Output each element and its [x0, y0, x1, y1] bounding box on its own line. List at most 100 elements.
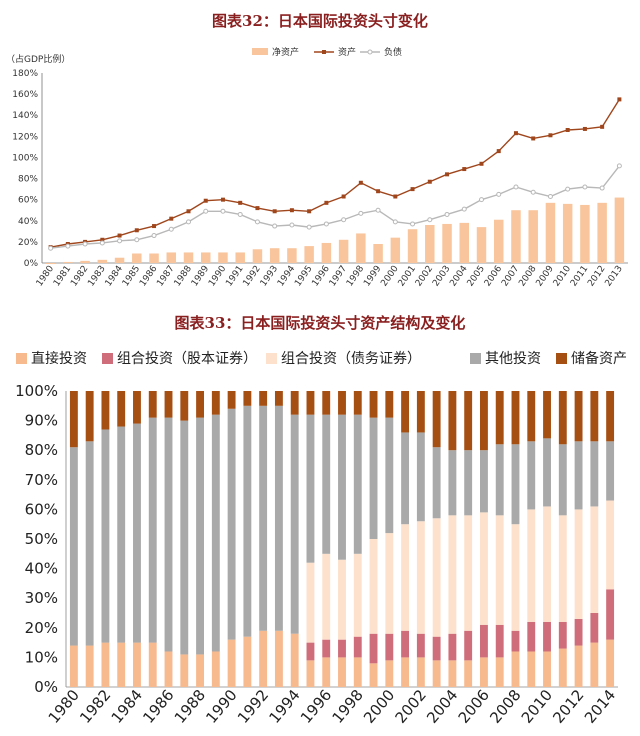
net-assets-bar [218, 252, 228, 263]
direct-investment-segment [148, 642, 157, 687]
net-assets-bar [200, 252, 211, 263]
portfolio-equity-segment [353, 636, 362, 658]
assets-point [531, 136, 536, 141]
direct-investment-segment [432, 660, 441, 687]
y-tick-label: 20% [25, 619, 58, 637]
portfolio-debt-segment [353, 553, 362, 637]
other-investment-segment [369, 417, 378, 539]
legend-liabilities-marker [367, 49, 373, 55]
reserve-assets-segment [495, 391, 504, 445]
net-assets-bar [442, 223, 452, 263]
portfolio-equity-segment [401, 630, 410, 658]
y-tick-label: 90% [25, 412, 58, 430]
liabilities-point [375, 207, 381, 213]
liabilities-point [444, 211, 450, 217]
reserve-assets-segment [448, 391, 457, 451]
liabilities-point [99, 240, 105, 246]
portfolio-debt-segment [369, 539, 378, 634]
other-investment-segment [133, 423, 141, 643]
net-assets-bar [597, 202, 607, 263]
portfolio-equity-segment [448, 633, 457, 661]
net-assets-bar [528, 210, 538, 263]
liabilities-point [306, 224, 312, 230]
other-investment-segment [543, 438, 551, 507]
portfolio-equity-segment [574, 618, 583, 646]
reserve-assets-segment [511, 391, 520, 445]
assets-point [203, 198, 208, 203]
portfolio-equity-segment [432, 636, 441, 661]
reserve-assets-segment [306, 391, 315, 415]
net-assets-bar [114, 257, 125, 263]
x-tick-label: 2003 [431, 264, 452, 288]
reserve-assets-segment [101, 391, 110, 430]
reserve-assets-segment [148, 391, 157, 418]
net-assets-bar [493, 219, 504, 263]
x-tick-label: 2002 [392, 686, 430, 727]
assets-point [427, 179, 432, 184]
net-assets-bar [97, 259, 108, 263]
x-tick-label: 2006 [455, 686, 493, 727]
x-tick-label: 1990 [202, 686, 240, 727]
net-assets-bar [459, 222, 470, 263]
portfolio-equity-segment [416, 633, 425, 658]
reserve-assets-segment [385, 391, 394, 418]
assets-point [289, 208, 294, 213]
reserve-assets-segment [543, 391, 551, 439]
portfolio-debt-segment [385, 533, 394, 634]
direct-investment-segment [543, 651, 551, 687]
direct-investment-segment [180, 654, 189, 687]
reserve-assets-segment [480, 391, 488, 451]
portfolio-equity-segment [495, 624, 504, 658]
x-tick-label: 2013 [604, 264, 625, 288]
net-assets-bar [80, 260, 90, 263]
y-tick-label: 180% [12, 69, 38, 79]
assets-point [410, 187, 415, 192]
other-investment-segment [164, 417, 173, 652]
x-tick-label: 2004 [448, 264, 469, 289]
liabilities-point [186, 219, 191, 225]
y-tick-label: 50% [25, 530, 58, 548]
other-investment-segment [274, 405, 283, 631]
direct-investment-segment [322, 657, 331, 687]
reserve-assets-segment [574, 391, 583, 442]
y-tick-label: 40% [18, 217, 38, 227]
legend-net-assets-label: 净资产 [272, 46, 299, 58]
x-tick-label: 1986 [138, 264, 159, 289]
direct-investment-segment [164, 651, 173, 687]
direct-investment-segment [416, 657, 425, 687]
y-tick-label: 60% [25, 500, 58, 518]
reserve-assets-segment [290, 391, 299, 415]
x-tick-label: 1991 [224, 264, 245, 288]
other-investment-segment [495, 444, 504, 516]
other-investment-segment [101, 429, 110, 643]
y-tick-label: 100% [15, 382, 58, 400]
liabilities-point [65, 243, 71, 249]
liabilities-point [82, 241, 88, 247]
reserve-assets-segment [69, 391, 78, 448]
assets-point [169, 216, 174, 221]
liabilities-point [496, 191, 502, 197]
portfolio-debt-segment [495, 515, 504, 625]
reserve-assets-segment [401, 391, 410, 433]
reserve-assets-segment [416, 391, 425, 433]
liabilities-point [547, 194, 553, 199]
other-investment-segment [180, 420, 189, 655]
other-investment-segment [432, 447, 441, 519]
liabilities-point [117, 238, 123, 244]
other-investment-segment [385, 417, 394, 534]
portfolio-debt-segment [574, 509, 583, 619]
legend-portfolio-debt-label: 组合投资（债务证券） [281, 351, 421, 367]
direct-investment-segment [338, 657, 346, 687]
x-tick-label: 1996 [297, 686, 335, 727]
x-tick-label: 1990 [207, 264, 228, 289]
liabilities-point [151, 233, 157, 239]
assets-point [100, 237, 105, 242]
direct-investment-segment [259, 630, 268, 687]
assets-point [479, 161, 484, 166]
net-assets-bar [252, 249, 263, 263]
assets-point [324, 200, 329, 205]
legend-portfolio-equity-label: 组合投资（股本证券） [117, 351, 257, 367]
assets-point [513, 131, 518, 136]
net-assets-bar [511, 210, 521, 263]
reserve-assets-segment [227, 391, 236, 409]
